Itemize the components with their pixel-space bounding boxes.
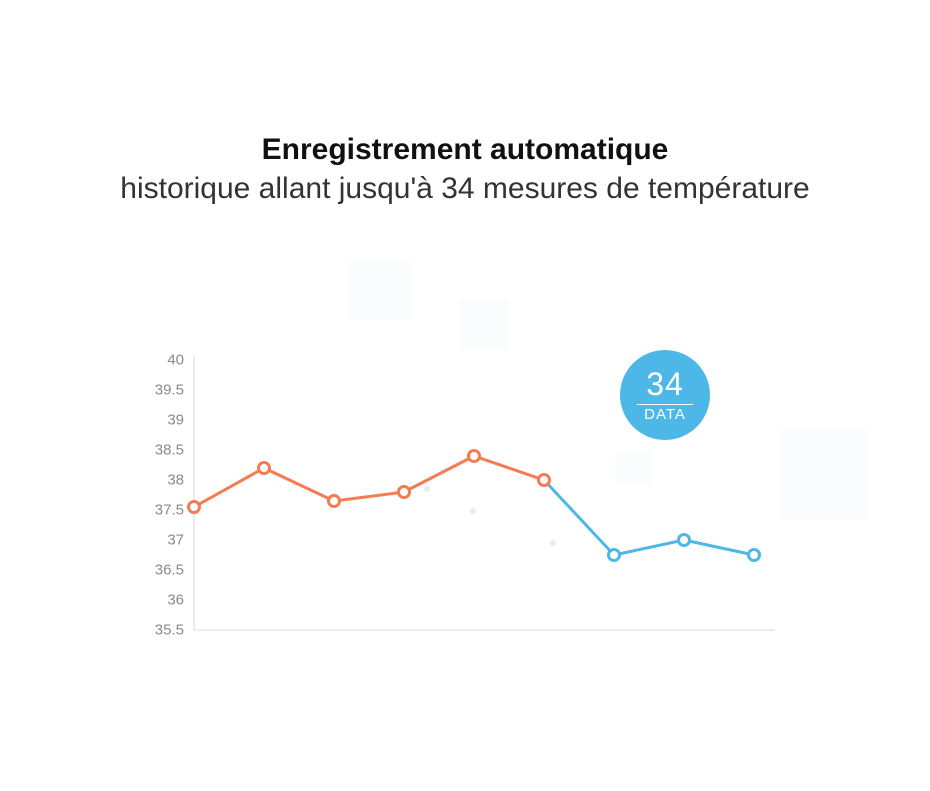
y-tick-label: 39.5: [140, 383, 184, 398]
heading-title: Enregistrement automatique: [0, 130, 930, 169]
y-tick-label: 40: [140, 353, 184, 368]
y-tick-label: 39: [140, 413, 184, 428]
y-tick-label: 37.5: [140, 503, 184, 518]
y-tick-label: 35.5: [140, 623, 184, 638]
temperature-chart: 4039.53938.53837.53736.53635.5 34 DATA: [180, 340, 800, 660]
heading-block: Enregistrement automatique historique al…: [0, 130, 930, 208]
badge-divider: [637, 404, 693, 405]
y-tick-label: 38.5: [140, 443, 184, 458]
y-tick-label: 38: [140, 473, 184, 488]
y-tick-label: 36.5: [140, 563, 184, 578]
heading-subtitle: historique allant jusqu'à 34 mesures de …: [0, 169, 930, 208]
y-tick-label: 37: [140, 533, 184, 548]
data-count-badge: 34 DATA: [620, 350, 710, 440]
y-tick-label: 36: [140, 593, 184, 608]
badge-number: 34: [646, 368, 684, 400]
bg-decor: [350, 260, 410, 320]
badge-label: DATA: [644, 407, 686, 422]
